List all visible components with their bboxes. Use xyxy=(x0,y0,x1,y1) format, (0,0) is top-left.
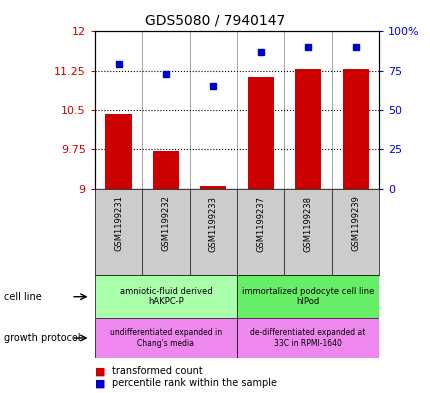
Text: undifferentiated expanded in
Chang's media: undifferentiated expanded in Chang's med… xyxy=(110,328,221,348)
Text: immortalized podocyte cell line
hIPod: immortalized podocyte cell line hIPod xyxy=(241,287,374,307)
Bar xyxy=(105,114,131,189)
Text: GSM1199232: GSM1199232 xyxy=(161,196,170,252)
Text: growth protocol: growth protocol xyxy=(4,333,81,343)
Text: ■: ■ xyxy=(95,378,105,388)
Text: amniotic-fluid derived
hAKPC-P: amniotic-fluid derived hAKPC-P xyxy=(120,287,212,307)
Text: GSM1199233: GSM1199233 xyxy=(209,196,217,252)
Bar xyxy=(342,69,368,189)
Text: percentile rank within the sample: percentile rank within the sample xyxy=(112,378,276,388)
Bar xyxy=(237,275,378,318)
Text: GSM1199231: GSM1199231 xyxy=(114,196,123,252)
Text: cell line: cell line xyxy=(4,292,42,302)
Text: GSM1199238: GSM1199238 xyxy=(303,196,312,252)
Text: GDS5080 / 7940147: GDS5080 / 7940147 xyxy=(145,14,285,28)
Bar xyxy=(153,151,178,189)
Bar xyxy=(200,186,226,189)
Bar xyxy=(295,69,320,189)
Bar xyxy=(247,77,273,189)
Text: de-differentiated expanded at
33C in RPMI-1640: de-differentiated expanded at 33C in RPM… xyxy=(250,328,365,348)
Bar xyxy=(95,275,237,318)
Text: GSM1199239: GSM1199239 xyxy=(350,196,359,252)
Bar xyxy=(95,318,237,358)
Text: ■: ■ xyxy=(95,366,105,376)
Bar xyxy=(237,318,378,358)
Text: GSM1199237: GSM1199237 xyxy=(256,196,264,252)
Text: transformed count: transformed count xyxy=(112,366,203,376)
